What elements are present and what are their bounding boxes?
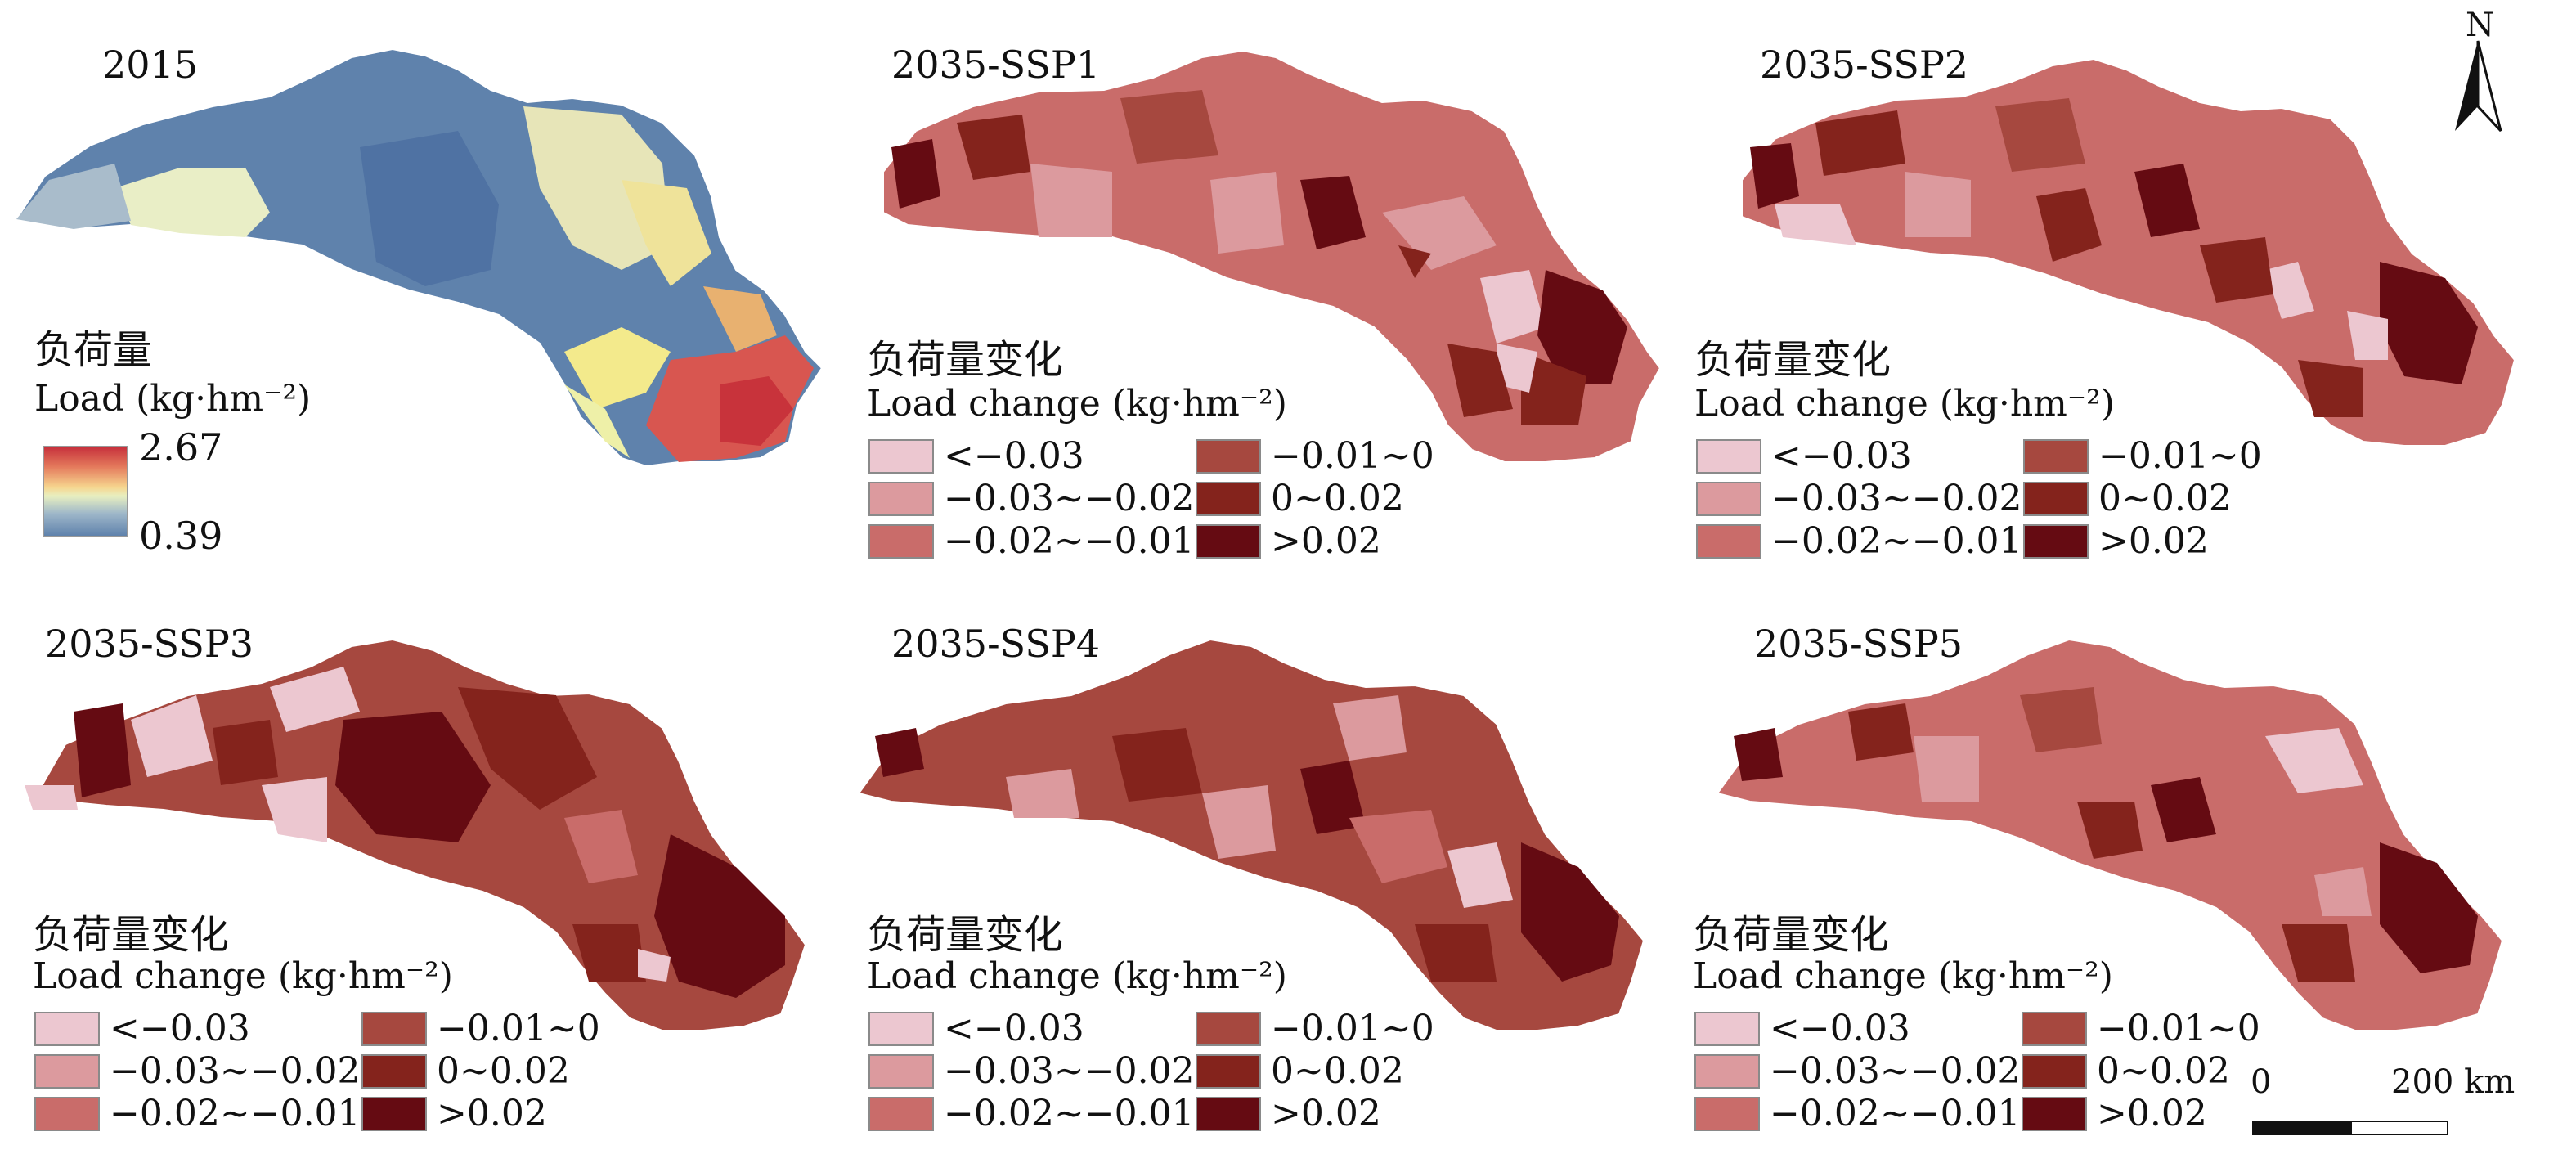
scale-bar-black [2252, 1121, 2350, 1135]
region-east-yellow [622, 180, 711, 286]
panel-title: 2035-SSP2 [1760, 43, 1969, 87]
panel-ssp5: 2035-SSP5 负荷量变化 Load change (kg·hm⁻²) <−… [1685, 573, 2576, 1159]
scale-bar: 0 200 km [2251, 1063, 2515, 1145]
panel-title: 2035-SSP1 [891, 43, 1101, 87]
region-southeast-yellow [564, 327, 671, 409]
legend-title-cn: 负荷量变化 [1693, 912, 1890, 958]
legend-title-en: Load change (kg·hm⁻²) [1693, 955, 2113, 997]
scale-start-label: 0 [2251, 1063, 2272, 1101]
legend-title-en: Load change (kg·hm⁻²) [867, 955, 1287, 997]
legend-change: <−0.03 −0.03~−0.02 −0.02~−0.01 −0.01~0 0… [868, 1010, 1434, 1133]
legend-title-en: Load change (kg·hm⁻²) [1694, 383, 2115, 425]
region-southeast-orange [703, 286, 777, 352]
scale-end-label: 200 km [2391, 1063, 2515, 1101]
panel-ssp1: 2035-SSP1 负荷量变化 Load change (kg·hm⁻²) <−… [842, 0, 1685, 573]
ramp-min-label: 0.39 [139, 514, 223, 558]
basin-map-ssp3 [25, 638, 807, 1031]
basin-map-ssp4 [857, 638, 1645, 1031]
panel-ssp3: 2035-SSP3 负荷量变化 Load change (kg·hm⁻²) <−… [0, 573, 842, 1159]
legend-title-cn: 负荷量变化 [867, 912, 1064, 958]
region-south-pale [564, 384, 630, 458]
panel-title: 2035-SSP4 [891, 622, 1101, 666]
panel-2015: 2015 负荷量 Load (kg·hm⁻²) 2.67 0.39 [0, 0, 842, 573]
legend-title-cn: 负荷量变化 [1694, 337, 1892, 383]
panel-ssp2: 2035-SSP2 负荷量变化 Load change (kg·hm⁻²) <−… [1685, 0, 2576, 573]
legend-change: <−0.03 −0.03~−0.02 −0.02~−0.01 −0.01~0 0… [868, 438, 1434, 560]
legend-change: <−0.03 −0.03~−0.02 −0.02~−0.01 −0.01~0 0… [1694, 1010, 2260, 1133]
legend-title-en: Load change (kg·hm⁻²) [867, 383, 1287, 425]
legend-title-cn: 负荷量变化 [867, 337, 1064, 383]
north-label: N [2466, 7, 2494, 44]
legend-title-en: Load (kg·hm⁻²) [34, 378, 312, 420]
region-west-light [114, 168, 270, 237]
panel-title: 2035-SSP5 [1754, 622, 1963, 666]
basin-map-ssp2 [1741, 57, 2516, 447]
basin-map-ssp1 [882, 49, 1662, 463]
ramp-max-label: 2.67 [139, 425, 223, 469]
legend-change: <−0.03 −0.03~−0.02 −0.02~−0.01 −0.01~0 0… [34, 1010, 600, 1133]
panel-ssp4: 2035-SSP4 负荷量变化 Load change (kg·hm⁻²) <−… [842, 573, 1685, 1159]
region-central-dark [360, 131, 499, 286]
legend-title-cn: 负荷量变化 [33, 912, 230, 958]
scale-bar-white [2350, 1121, 2448, 1135]
panel-title: 2035-SSP3 [45, 622, 254, 666]
legend-title-en: Load change (kg·hm⁻²) [33, 955, 453, 997]
panel-title: 2015 [102, 43, 199, 87]
region-east-beige [523, 106, 671, 270]
basin-map-ssp5 [1716, 638, 2504, 1031]
region-southeast-red2 [720, 376, 793, 446]
legend-title-cn: 负荷量 [34, 327, 153, 373]
region-west-mid [16, 164, 131, 229]
north-arrow-icon [2455, 40, 2502, 133]
basin-map-2015 [15, 47, 824, 468]
legend-change: <−0.03 −0.03~−0.02 −0.02~−0.01 −0.01~0 0… [1696, 438, 2262, 560]
color-ramp [43, 446, 128, 537]
